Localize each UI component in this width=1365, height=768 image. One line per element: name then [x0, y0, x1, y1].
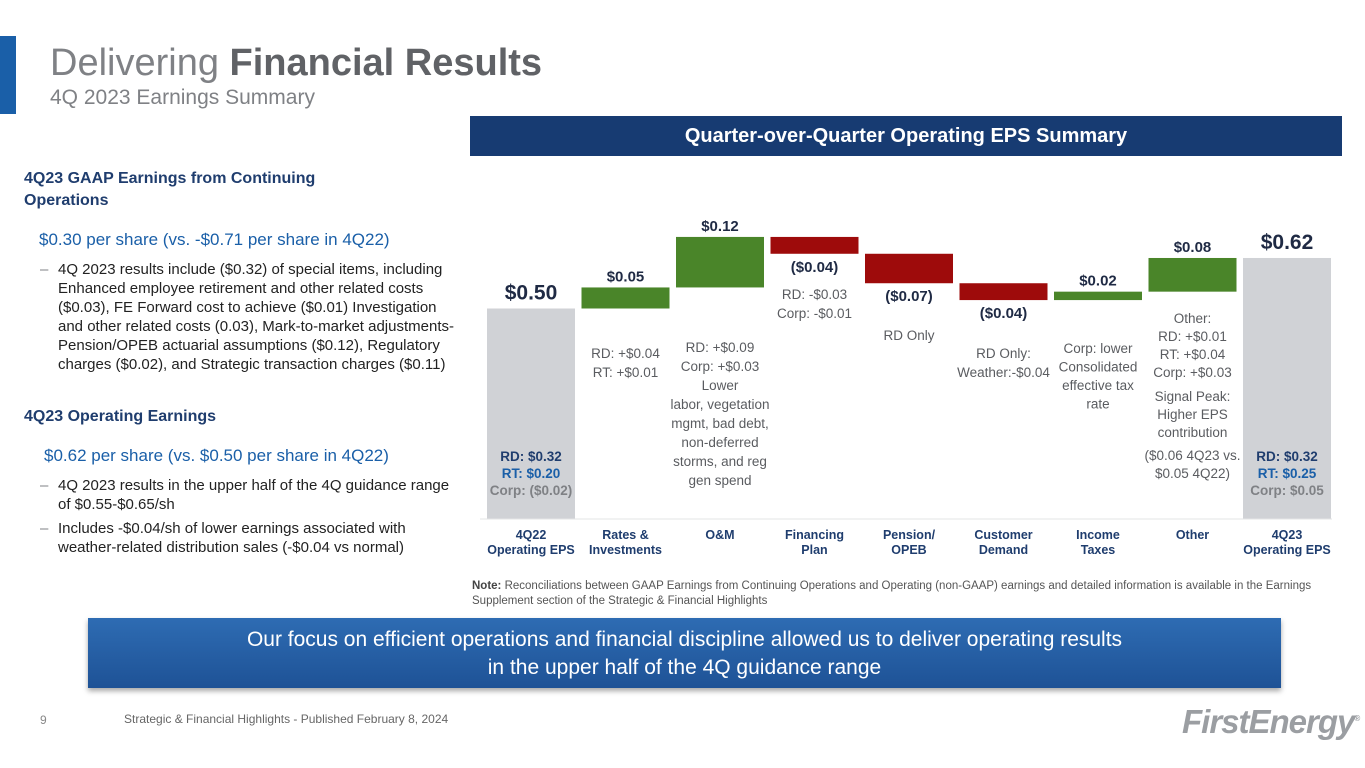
annotation-3-1: Corp: -$0.01: [777, 306, 852, 321]
annotation-7-6: contribution: [1158, 425, 1228, 440]
annotation-0-1: RT: $0.20: [502, 466, 561, 481]
operating-heading: 4Q23 Operating Earnings: [24, 408, 217, 425]
category-label-2-0: O&M: [705, 528, 734, 542]
annotation-8-1: RT: $0.25: [1258, 466, 1317, 481]
annotation-2-6: storms, and reg: [673, 454, 767, 469]
annotation-2-7: gen spend: [688, 473, 751, 488]
bar-1: [581, 287, 670, 309]
category-label-5-0: Customer: [974, 528, 1032, 542]
bar-6: [1054, 291, 1142, 301]
value-label-8: $0.62: [1261, 231, 1314, 254]
annotation-5-1: Weather:-$0.04: [957, 365, 1050, 380]
category-label-8-0: 4Q23: [1272, 528, 1303, 542]
category-label-6-0: Income: [1076, 528, 1120, 542]
annotation-8-0: RD: $0.32: [1256, 449, 1318, 464]
value-label-5: ($0.04): [980, 305, 1028, 322]
category-label-0-1: Operating EPS: [487, 543, 575, 557]
annotation-6-3: rate: [1086, 397, 1109, 412]
bar-0: [487, 308, 575, 519]
annotation-2-3: labor, vegetation: [670, 397, 769, 412]
accent-bar: [0, 36, 16, 114]
value-label-7: $0.08: [1174, 239, 1212, 256]
bar-2: [676, 236, 764, 288]
category-label-1-1: Investments: [589, 543, 662, 557]
annotation-7-1: RD: +$0.01: [1158, 329, 1227, 344]
annotation-6-0: Corp: lower: [1063, 341, 1133, 356]
summary-banner: Our focus on efficient operations and fi…: [88, 618, 1281, 688]
annotation-6-1: Consolidated: [1059, 360, 1138, 375]
bar-3: [770, 236, 859, 254]
annotation-7-5: Higher EPS: [1157, 407, 1228, 422]
annotation-1-1: RT: +$0.01: [593, 365, 658, 380]
operating-bullet-1: 4Q 2023 results in the upper half of the…: [24, 476, 464, 514]
operating-bullet-2: Includes -$0.04/sh of lower earnings ass…: [24, 519, 464, 557]
annotation-7-3: Corp: +$0.03: [1153, 365, 1231, 380]
eps-waterfall-chart: $0.50 $0.05 $0.12 ($0.04) ($0.07) ($0.04) $0.0…: [480, 218, 1332, 557]
annotation-2-4: mgmt, bad debt,: [671, 416, 769, 431]
annotation-7-2: RT: +$0.04: [1160, 347, 1226, 362]
annotation-4-0: RD Only: [883, 328, 934, 343]
page-number: 9: [40, 713, 47, 727]
annotation-7-8: $0.05 4Q22): [1155, 466, 1230, 481]
category-label-1-0: Rates &: [602, 528, 649, 542]
gaap-bullet: 4Q 2023 results include ($0.32) of speci…: [24, 260, 464, 374]
value-label-4: ($0.07): [885, 288, 933, 305]
page-subtitle: 4Q 2023 Earnings Summary: [50, 86, 315, 109]
category-label-8-1: Operating EPS: [1243, 543, 1331, 557]
annotation-8-2: Corp: $0.05: [1250, 483, 1324, 498]
gaap-heading: 4Q23 GAAP Earnings from Continuing Opera…: [24, 170, 316, 209]
page-title: Delivering Financial Results: [50, 42, 543, 84]
annotation-7-4: Signal Peak:: [1155, 389, 1231, 404]
value-label-0: $0.50: [505, 282, 558, 305]
annotation-2-5: non-deferred: [681, 435, 758, 450]
annotation-7-7: ($0.06 4Q23 vs.: [1144, 448, 1240, 463]
annotation-2-2: Lower: [702, 378, 739, 393]
banner-line-2: in the upper half of the 4Q guidance ran…: [487, 656, 882, 679]
value-label-6: $0.02: [1079, 273, 1117, 290]
category-label-6-1: Taxes: [1081, 543, 1116, 557]
annotation-2-1: Corp: +$0.03: [681, 359, 759, 374]
bar-5: [959, 283, 1048, 301]
chart-header: Quarter-over-Quarter Operating EPS Summa…: [470, 116, 1342, 156]
category-label-4-1: OPEB: [891, 543, 926, 557]
category-label-3-0: Financing: [785, 528, 844, 542]
annotation-2-0: RD: +$0.09: [686, 340, 755, 355]
banner-line-1: Our focus on efficient operations and fi…: [246, 628, 1123, 651]
annotation-5-0: RD Only:: [976, 346, 1031, 361]
bar-7: [1148, 257, 1237, 292]
bar-4: [865, 253, 953, 284]
category-label-7-0: Other: [1176, 528, 1209, 542]
gaap-value: $0.30 per share (vs. -$0.71 per share in…: [39, 230, 390, 249]
category-label-3-1: Plan: [801, 543, 827, 557]
category-label-4-0: Pension/: [883, 528, 936, 542]
annotation-6-2: effective tax: [1062, 378, 1134, 393]
value-label-1: $0.05: [607, 268, 645, 285]
footer-text: Strategic & Financial Highlights - Publi…: [124, 712, 449, 726]
chart-note: Note: Reconciliations between GAAP Earni…: [472, 580, 1312, 607]
category-label-5-1: Demand: [979, 543, 1028, 557]
value-label-2: $0.12: [701, 218, 739, 235]
annotation-1-0: RD: +$0.04: [591, 346, 660, 361]
value-label-3: ($0.04): [791, 259, 839, 276]
firstenergy-logo: FirstEnergy®: [1182, 703, 1360, 740]
annotation-3-0: RD: -$0.03: [782, 287, 847, 302]
category-label-0-0: 4Q22: [516, 528, 547, 542]
annotation-7-0: Other:: [1174, 311, 1212, 326]
annotation-0-2: Corp: ($0.02): [490, 483, 573, 498]
earnings-summary-column: 4Q23 GAAP Earnings from Continuing Opera…: [24, 168, 464, 557]
bar-8: [1243, 257, 1331, 519]
annotation-0-0: RD: $0.32: [500, 449, 562, 464]
operating-value: $0.62 per share (vs. $0.50 per share in …: [44, 446, 389, 465]
